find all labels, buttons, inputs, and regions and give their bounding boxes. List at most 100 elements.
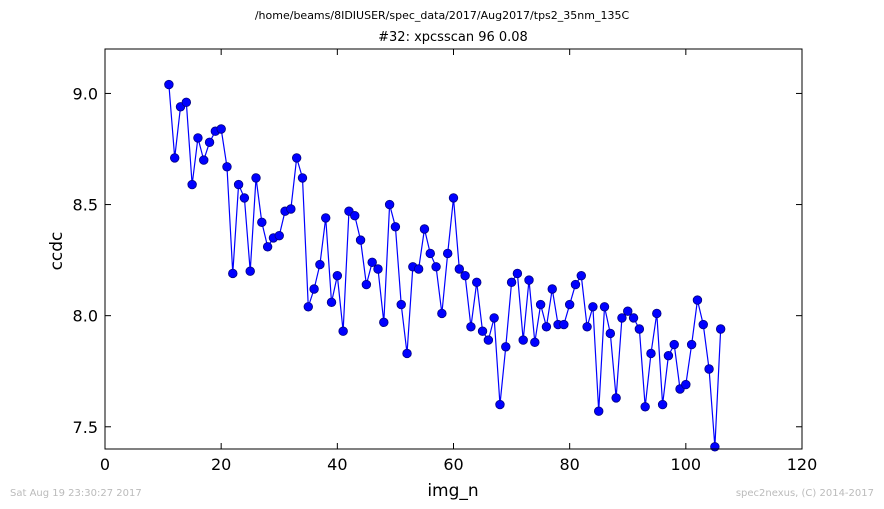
data-point	[466, 322, 476, 332]
y-tick-label: 9.0	[73, 84, 98, 103]
data-point	[274, 230, 284, 241]
data-point	[164, 79, 174, 90]
data-point	[611, 393, 621, 403]
chart-marks	[164, 79, 726, 452]
series-line	[168, 84, 722, 447]
data-point	[291, 153, 302, 163]
data-point	[686, 339, 697, 350]
data-point	[233, 179, 244, 190]
data-point	[628, 313, 639, 323]
data-point	[204, 137, 215, 148]
data-point	[402, 348, 412, 359]
y-tick-label: 8.0	[73, 307, 98, 326]
data-point	[501, 342, 511, 352]
data-point	[564, 299, 575, 310]
data-point	[332, 270, 343, 281]
data-point	[657, 399, 668, 410]
data-point	[477, 326, 488, 336]
data-point	[442, 248, 453, 259]
data-point	[710, 442, 720, 452]
data-point	[524, 275, 534, 285]
data-point	[681, 379, 691, 390]
data-point	[187, 179, 197, 190]
data-point	[582, 322, 592, 332]
data-point	[431, 262, 441, 272]
plot-title: #32: xpcsscan 96 0.08	[378, 30, 528, 45]
footer-credit: spec2nexus, (C) 2014-2017	[735, 488, 874, 499]
data-point	[222, 162, 232, 172]
data-point	[605, 328, 616, 339]
data-point	[245, 266, 255, 276]
data-point	[617, 313, 627, 323]
data-point	[216, 124, 226, 134]
data-point	[669, 339, 679, 350]
x-tick-label: 20	[211, 455, 231, 474]
footer-timestamp: Sat Aug 19 23:30:27 2017	[10, 488, 142, 499]
data-point	[350, 210, 360, 221]
axes-frame	[104, 48, 803, 450]
data-point	[512, 268, 523, 279]
data-point	[594, 406, 604, 416]
x-axis-ticks: 0 20 40 60 80 100 120	[100, 49, 817, 474]
data-point	[384, 199, 395, 210]
data-point	[472, 277, 482, 288]
data-point	[535, 299, 546, 310]
data-point	[570, 279, 581, 290]
data-point	[425, 248, 435, 259]
data-point	[367, 257, 377, 268]
x-tick-label: 80	[559, 455, 579, 474]
data-point	[437, 308, 447, 319]
data-point	[303, 302, 313, 312]
data-point	[361, 279, 372, 290]
data-point	[199, 155, 209, 165]
data-point	[321, 213, 331, 223]
data-point	[419, 224, 430, 234]
data-point	[495, 399, 505, 410]
y-tick-label: 7.5	[73, 418, 98, 437]
data-point	[541, 322, 552, 332]
data-point	[373, 264, 383, 274]
data-point	[396, 299, 406, 310]
data-point	[663, 350, 674, 361]
x-tick-label: 60	[443, 455, 463, 474]
data-point	[460, 270, 470, 281]
data-point	[379, 317, 389, 328]
y-tick-label: 8.5	[73, 196, 98, 215]
data-point	[262, 242, 273, 252]
data-point	[623, 306, 633, 316]
data-point	[448, 193, 459, 203]
data-point	[239, 193, 250, 203]
data-point	[169, 153, 180, 163]
x-tick-label: 100	[671, 455, 702, 474]
data-point	[652, 308, 662, 319]
data-point	[454, 264, 465, 274]
data-point	[309, 284, 319, 294]
data-point	[640, 402, 650, 412]
data-point	[251, 173, 261, 183]
file-path-title: /home/beams/8IDIUSER/spec_data/2017/Aug2…	[254, 9, 630, 22]
data-point	[413, 264, 424, 274]
data-point	[297, 173, 308, 183]
x-tick-label: 0	[100, 455, 110, 474]
data-point	[692, 295, 703, 305]
data-point	[715, 324, 726, 334]
data-point	[483, 335, 494, 345]
y-axis-ticks: 7.5 8.0 8.5 9.0	[73, 84, 802, 437]
data-point	[530, 337, 540, 348]
data-point	[547, 284, 557, 294]
data-point	[228, 268, 238, 279]
data-point	[390, 222, 401, 232]
data-point	[181, 97, 192, 108]
data-point	[355, 235, 366, 245]
data-point	[326, 297, 337, 308]
data-point	[646, 348, 656, 359]
x-tick-label: 120	[787, 455, 818, 474]
data-point	[576, 270, 586, 281]
y-axis-label: ccdc	[47, 232, 67, 271]
data-point	[257, 217, 267, 228]
x-tick-label: 40	[327, 455, 347, 474]
data-point	[634, 324, 645, 334]
data-point	[698, 319, 708, 330]
plot-frame	[104, 48, 803, 450]
